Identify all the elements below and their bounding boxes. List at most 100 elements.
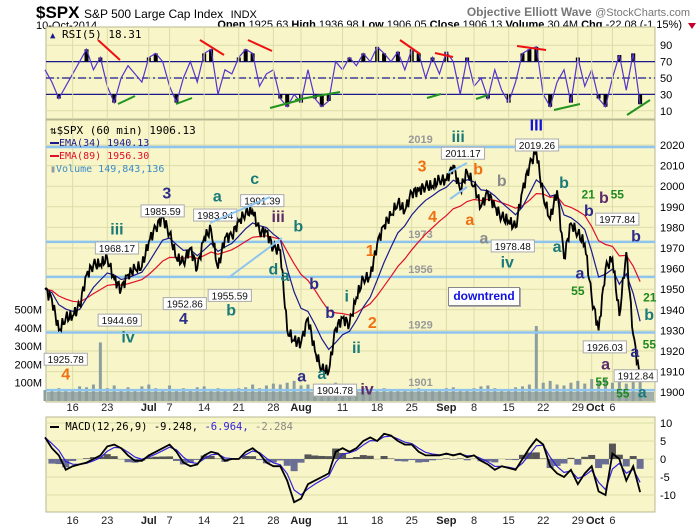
macd-histogram-bar xyxy=(415,459,423,463)
wave-label: 55 xyxy=(616,386,630,400)
macd-histogram-bar xyxy=(207,455,215,459)
wave-label: a xyxy=(465,212,474,229)
price-tick-label: 2020 xyxy=(660,140,684,152)
date-tick-label: 18 xyxy=(371,515,383,527)
wave-label: iii xyxy=(110,222,123,239)
date-tick-label: 7 xyxy=(166,402,172,414)
rsi-legend: ▲ RSI(5) 18.31 xyxy=(50,28,142,41)
macd-histogram-bar xyxy=(352,457,360,459)
trendlines xyxy=(97,39,651,279)
date-tick-label: Oct xyxy=(586,515,605,527)
date-tick-label: 23 xyxy=(101,515,113,527)
exchange: INDX xyxy=(230,9,257,21)
date-tick-label: Jul xyxy=(141,515,157,527)
ema89-swatch xyxy=(50,155,59,157)
macd-histogram-bar xyxy=(276,459,284,461)
price-callout: 1952.86 xyxy=(162,297,207,311)
price-callout: 1912.84 xyxy=(613,369,658,383)
rsi-tick-label: 30 xyxy=(660,89,672,101)
volume-tick-label: 200M xyxy=(14,359,42,371)
rsi-overbought-fill xyxy=(534,46,539,62)
index-name: S&P 500 Large Cap Index xyxy=(83,7,224,21)
price-callout-label: 2019.26 xyxy=(519,141,556,152)
wave-label: 4 xyxy=(61,366,70,383)
price-title: $SPX (60 min) 1906.13 xyxy=(56,124,196,137)
wave-label: b xyxy=(599,190,609,207)
legend-ema89: EMA(89) 1956.30 xyxy=(50,150,196,163)
rsi-overbought-fill xyxy=(361,53,366,62)
rsi-overbought-fill xyxy=(430,57,435,62)
macd-histogram-bar xyxy=(408,459,416,461)
price-tick-label: 1920 xyxy=(660,346,684,358)
chart-title: $SPX S&P 500 Large Cap Index INDX xyxy=(36,3,257,23)
macd-value: -9.248, xyxy=(153,421,199,433)
price-callout-label: 1925.78 xyxy=(48,355,85,366)
macd-histogram-bar xyxy=(505,459,513,460)
rsi-oversold-fill xyxy=(174,94,179,103)
symbol: $SPX xyxy=(36,3,80,22)
macd-histogram-bar xyxy=(629,456,637,459)
volume-bar xyxy=(43,390,47,401)
macd-histogram-bar xyxy=(518,454,526,459)
date-tick-label: 28 xyxy=(267,515,279,527)
wave-label: a xyxy=(317,366,326,383)
macd-tick-label: 10 xyxy=(660,418,672,430)
wave-label: i xyxy=(344,288,348,305)
macd-histogram-bar xyxy=(422,459,430,463)
rsi-chart-icon: ▲ xyxy=(50,31,56,41)
date-tick-label: Sep xyxy=(436,515,456,527)
date-tick-label: Jul xyxy=(141,402,157,414)
rsi-oversold-fill xyxy=(548,94,553,107)
legend-volume: ▮Volume 149,843,136 xyxy=(50,163,196,176)
wave-label: 55 xyxy=(571,284,585,298)
macd-swatch xyxy=(50,426,59,428)
rsi-bearish-divergence-lines xyxy=(97,39,547,61)
rsi-tick-label: 10 xyxy=(660,106,672,118)
source-name: @StockCharts.com xyxy=(595,7,690,19)
wedge-trendline-upper xyxy=(209,196,271,224)
price-tick-label: 1930 xyxy=(660,325,684,337)
macd-histogram-bar xyxy=(172,459,180,461)
rsi-overbought-fill xyxy=(382,53,387,62)
date-tick-label: 21 xyxy=(233,402,245,414)
macd-tick-label: -5 xyxy=(660,472,670,484)
macd-histogram-bar xyxy=(442,458,450,459)
wave-label: d xyxy=(268,262,278,279)
rsi-overbought-fill xyxy=(520,53,525,62)
rsi-overbought-fill xyxy=(347,57,352,62)
wave-label: 3 xyxy=(162,185,171,202)
date-tick-label: 15 xyxy=(503,402,515,414)
rsi-bullish-divergence-lines xyxy=(117,91,651,116)
price-callout-label: 1977.84 xyxy=(599,215,636,226)
macd-histogram-bar xyxy=(159,456,167,459)
price-tick-label: 2010 xyxy=(660,161,684,173)
price-callout-label: 1926.03 xyxy=(587,343,624,354)
price-tick-label: 1900 xyxy=(660,387,684,399)
price-tick-label: 1960 xyxy=(660,264,684,276)
wave-label: b xyxy=(309,276,319,293)
wave-label: 2 xyxy=(368,315,377,332)
macd-histogram-bar xyxy=(595,459,603,469)
wave-label: iv xyxy=(360,381,373,398)
date-tick-label: 16 xyxy=(67,515,79,527)
price-callout-label: 1904.78 xyxy=(317,386,354,397)
wave-label: ii xyxy=(352,340,361,357)
rsi-panel: 10 30 50 70 90 xyxy=(44,26,672,120)
macd-histogram-bar xyxy=(435,459,443,460)
volume-tick-label: 400M xyxy=(14,323,42,335)
macd-histogram-bar xyxy=(456,458,464,459)
wedge-trendline-lower xyxy=(227,237,283,279)
volume-bar xyxy=(638,381,642,401)
wave-label: b xyxy=(226,303,236,320)
price-callout-box xyxy=(440,146,486,160)
macd-histogram-bar xyxy=(484,459,492,462)
volume-bar xyxy=(534,325,538,401)
macd-histogram-bar xyxy=(110,456,118,459)
legend-ema34: EMA(34) 1940.13 xyxy=(50,137,196,150)
macd-histogram-bar xyxy=(608,443,616,459)
price-callout-label: 1985.59 xyxy=(145,207,182,218)
macd-histogram-bar xyxy=(449,459,457,460)
wave-label: iv xyxy=(501,254,514,271)
